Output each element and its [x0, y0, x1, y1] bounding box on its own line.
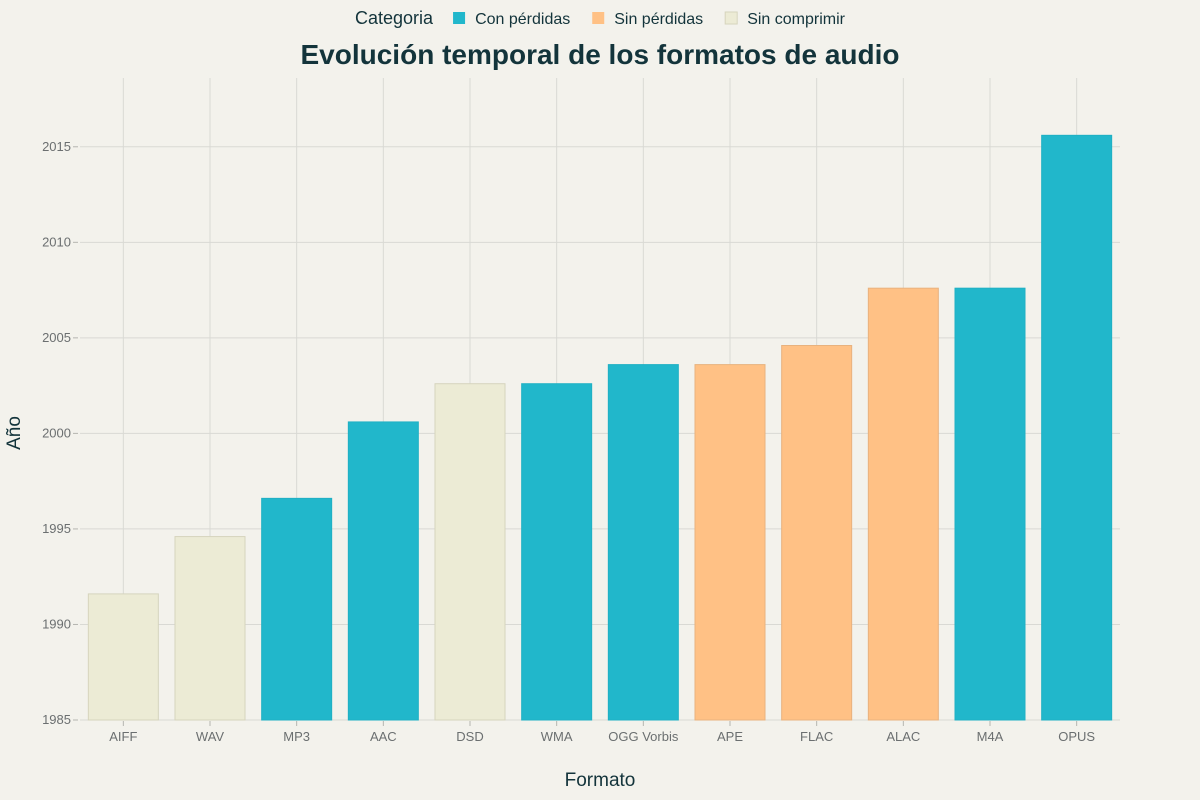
x-tick-label: WMA	[541, 729, 573, 744]
y-axis-label: Año	[4, 416, 25, 450]
bar-aiff	[87, 593, 159, 721]
x-tick-label: MP3	[283, 729, 310, 744]
chart-title: Evolución temporal de los formatos de au…	[301, 39, 900, 70]
x-tick-label: M4A	[977, 729, 1004, 744]
bar-ogg-vorbis	[607, 364, 679, 721]
y-tick-label: 1985	[42, 712, 71, 727]
y-tick-label: 2010	[42, 234, 71, 249]
legend-label-sin-perdidas[interactable]: Sin pérdidas	[614, 11, 703, 28]
bar-m4a	[954, 287, 1026, 721]
bar-mp3	[261, 497, 333, 721]
x-axis-ticks: AIFF WAV MP3 AAC DSD WMA OGG Vorbis APE FLAC ALAC…	[109, 721, 1095, 744]
bar-ape	[694, 364, 766, 721]
legend-title: Categoria	[355, 8, 434, 28]
legend-swatch-con-perdidas	[453, 12, 466, 24]
x-tick-label: AIFF	[109, 729, 137, 744]
bar-wma	[521, 383, 593, 721]
bar-dsd	[434, 383, 506, 721]
bar-opus	[1041, 134, 1113, 721]
y-tick-label: 1995	[42, 521, 71, 536]
x-tick-label: WAV	[196, 729, 224, 744]
y-tick-label: 1990	[42, 616, 71, 631]
bar-alac	[867, 287, 939, 721]
x-tick-label: ALAC	[886, 729, 920, 744]
legend-label-sin-comprimir[interactable]: Sin comprimir	[747, 11, 845, 28]
bars	[87, 134, 1113, 721]
bar-aac	[347, 421, 419, 721]
x-tick-label: AAC	[370, 729, 397, 744]
x-tick-label: OGG Vorbis	[608, 729, 679, 744]
legend-label-con-perdidas[interactable]: Con pérdidas	[475, 11, 570, 28]
x-tick-label: APE	[717, 729, 743, 744]
legend: Categoria Con pérdidas Sin pérdidas Sin …	[355, 8, 846, 28]
y-tick-label: 2005	[42, 330, 71, 345]
x-tick-label: OPUS	[1058, 729, 1095, 744]
x-tick-label: DSD	[456, 729, 483, 744]
y-tick-label: 2015	[42, 139, 71, 154]
y-tick-label: 2000	[42, 425, 71, 440]
bar-wav	[174, 536, 246, 721]
y-axis-ticks: 1985 1990 1995 2000 2005 2010 2015	[42, 139, 78, 727]
bar-flac	[781, 345, 853, 721]
legend-swatch-sin-perdidas	[592, 12, 605, 24]
legend-swatch-sin-comprimir	[724, 11, 738, 25]
x-axis-label: Formato	[565, 770, 636, 791]
x-tick-label: FLAC	[800, 729, 833, 744]
